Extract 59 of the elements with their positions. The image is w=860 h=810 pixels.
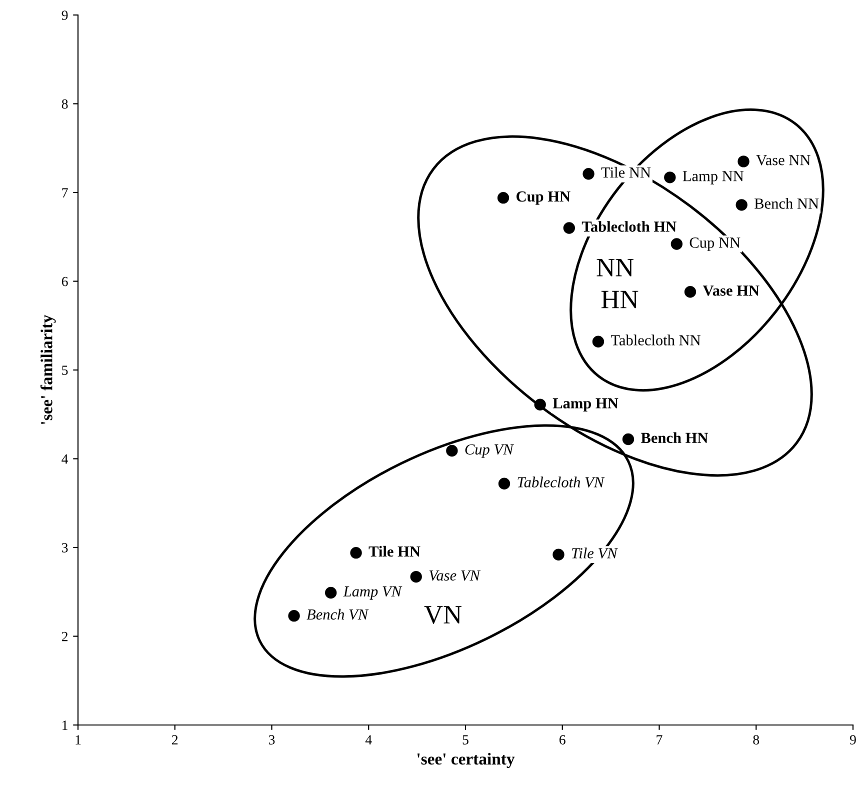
annotation: VN <box>424 606 462 624</box>
x-axis-title: 'see' certainty <box>417 752 515 768</box>
y-axis-title: 'see' familiarity <box>40 314 56 424</box>
annotation: HN <box>601 290 638 308</box>
point <box>288 610 300 622</box>
x-tick-label: 4 <box>365 735 372 744</box>
data-label: Vase NN <box>756 155 810 166</box>
y-tick-label: 1 <box>62 720 68 730</box>
data-label: Bench NN <box>754 198 819 209</box>
data-label: Cup NN <box>690 238 740 251</box>
x-tick-label: 7 <box>656 735 662 744</box>
annotation: NN <box>596 258 634 276</box>
data-label: Tablecloth HN <box>582 221 676 232</box>
y-tick-label: 6 <box>62 276 68 286</box>
point <box>350 546 362 559</box>
data-label: Tile VN <box>572 548 618 559</box>
point <box>592 336 604 348</box>
point <box>664 172 676 184</box>
data-label: Bench HN <box>641 432 708 444</box>
y-tick-label: 9 <box>62 10 68 20</box>
point <box>736 199 748 211</box>
data-label: Vase VN <box>429 570 481 581</box>
point <box>446 444 458 457</box>
point <box>498 478 510 490</box>
point <box>410 570 422 583</box>
data-label: Tablecloth VN <box>518 476 605 488</box>
x-tick-label: 5 <box>462 735 468 744</box>
data-label: Cup HN <box>516 191 570 205</box>
point <box>738 156 750 168</box>
point <box>582 168 594 180</box>
y-tick-label: 5 <box>62 366 68 375</box>
y-tick-label: 8 <box>62 99 68 109</box>
y-tick-label: 3 <box>62 543 68 552</box>
point <box>552 548 564 560</box>
y-tick-label: 7 <box>62 188 68 198</box>
point <box>684 286 696 298</box>
data-label: Lamp VN <box>343 586 402 600</box>
point <box>497 192 510 204</box>
y-tick-label: 2 <box>62 632 68 642</box>
x-tick-label: 8 <box>753 735 760 744</box>
point <box>563 222 575 234</box>
x-tick-label: 2 <box>172 735 178 744</box>
x-tick-label: 9 <box>850 735 856 744</box>
data-label: Tile NN <box>601 166 651 178</box>
x-tick-label: 3 <box>268 735 275 744</box>
data-label: Cup VN <box>465 444 514 458</box>
point <box>534 398 546 410</box>
y-tick-label: 4 <box>62 454 68 464</box>
x-tick-label: 6 <box>560 735 566 744</box>
point <box>670 238 683 250</box>
data-label: Tile HN <box>368 546 420 557</box>
data-label: Tablecloth NN <box>610 334 701 346</box>
point <box>622 433 634 446</box>
data-label: Lamp NN <box>682 171 744 184</box>
point <box>325 586 337 599</box>
data-label: Vase HN <box>702 286 760 296</box>
data-label: Bench VN <box>306 608 369 620</box>
x-tick-label: 1 <box>76 735 81 744</box>
data-label: Lamp HN <box>552 398 618 412</box>
